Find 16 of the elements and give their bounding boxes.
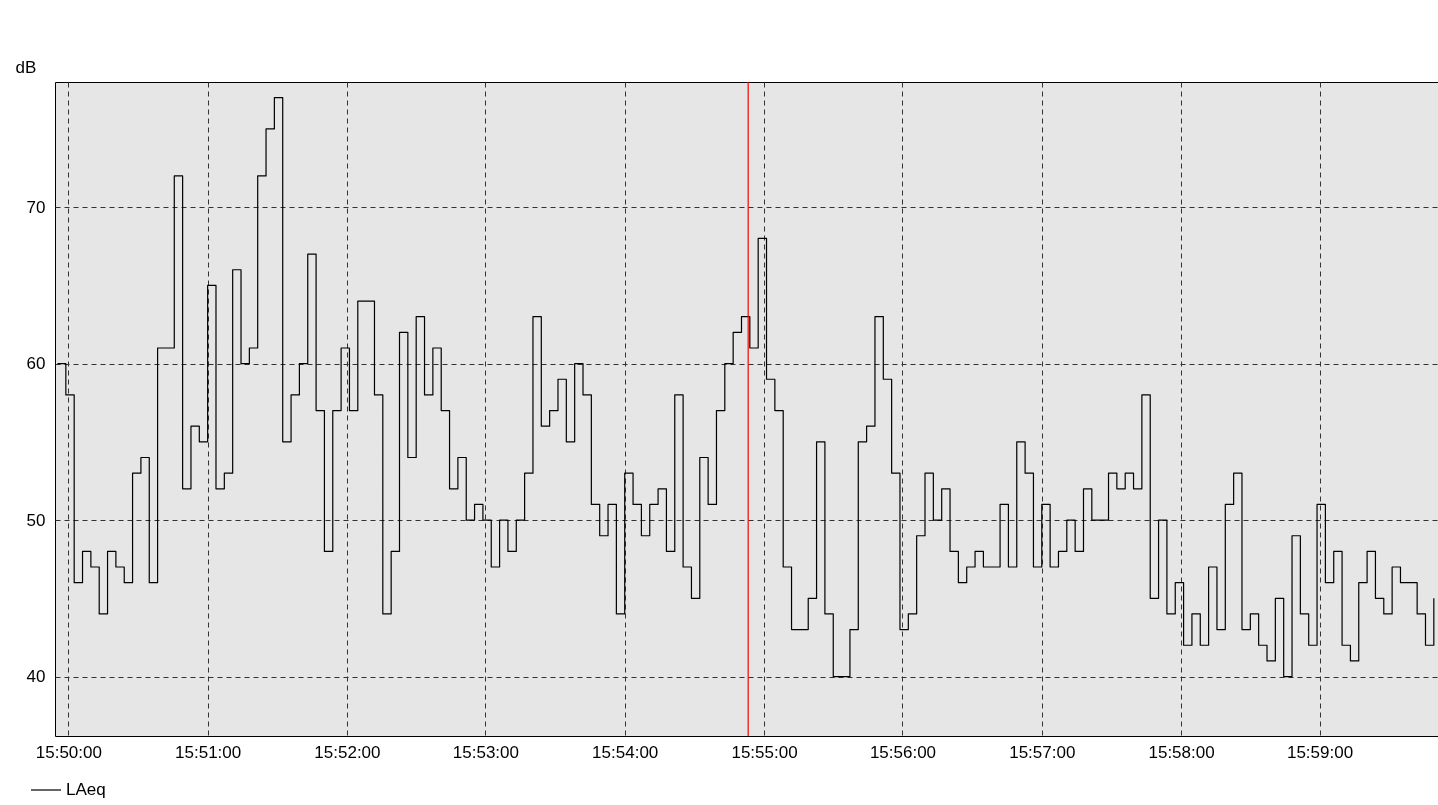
- x-tick-label: 15:59:00: [1286, 742, 1354, 762]
- x-tick-label: 15:51:00: [175, 742, 242, 762]
- legend-label: LAeq: [66, 780, 106, 799]
- y-tick-label: 40: [26, 667, 46, 687]
- x-tick-label: 15:56:00: [869, 742, 937, 762]
- y-axis-title: dB: [15, 57, 37, 77]
- x-tick-label: 15:54:00: [592, 742, 659, 762]
- x-tick-label: 15:53:00: [452, 742, 520, 762]
- x-tick-label: 15:57:00: [1009, 742, 1076, 762]
- y-tick-label: 70: [26, 197, 46, 217]
- y-tick-label: 60: [26, 354, 46, 374]
- y-tick-label: 50: [26, 510, 46, 530]
- x-tick-label: 15:52:00: [314, 742, 381, 762]
- x-tick-label: 15:50:00: [35, 742, 102, 762]
- x-tick-label: 15:55:00: [731, 742, 798, 762]
- x-tick-label: 15:58:00: [1148, 742, 1215, 762]
